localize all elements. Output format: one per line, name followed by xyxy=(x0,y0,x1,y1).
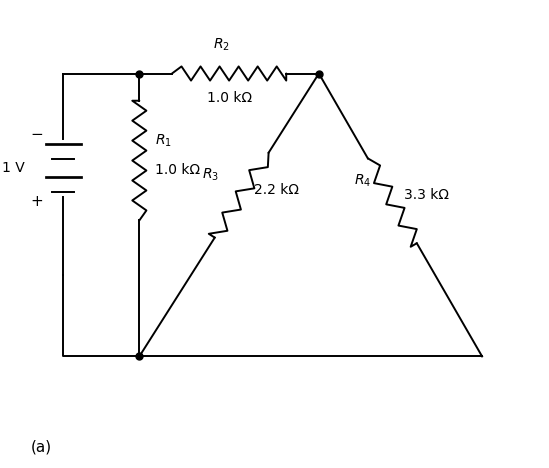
Text: $R_1$: $R_1$ xyxy=(155,132,171,148)
Text: (a): (a) xyxy=(31,439,52,454)
Text: $R_3$: $R_3$ xyxy=(202,167,219,183)
Text: 1.0 kΩ: 1.0 kΩ xyxy=(206,91,251,105)
Text: 1 V: 1 V xyxy=(2,161,25,175)
Text: $R_4$: $R_4$ xyxy=(355,172,372,189)
Text: 2.2 kΩ: 2.2 kΩ xyxy=(254,183,299,197)
Text: $R_2$: $R_2$ xyxy=(212,37,229,53)
Text: −: − xyxy=(31,127,43,142)
Text: 3.3 kΩ: 3.3 kΩ xyxy=(404,189,449,202)
Text: 1.0 kΩ: 1.0 kΩ xyxy=(155,163,200,177)
Text: +: + xyxy=(31,194,43,209)
